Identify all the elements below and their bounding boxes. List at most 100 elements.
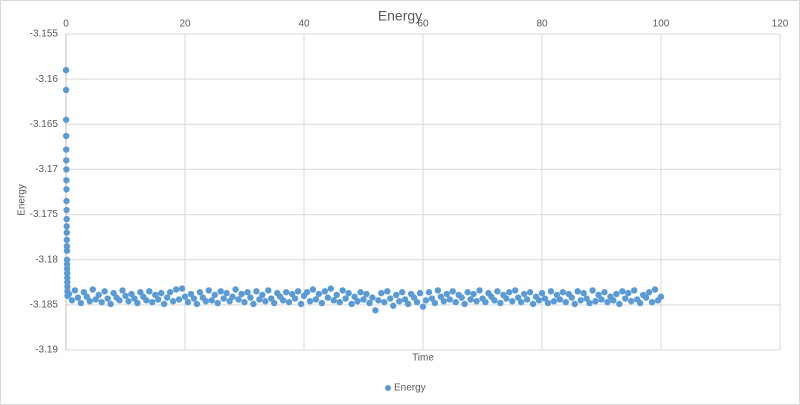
point — [440, 298, 448, 305]
point — [256, 296, 263, 303]
point — [375, 297, 382, 304]
point — [116, 297, 123, 304]
point — [149, 298, 156, 306]
point — [526, 289, 534, 296]
point — [104, 295, 111, 302]
point — [74, 294, 82, 301]
point — [586, 299, 593, 307]
point — [297, 300, 305, 308]
point — [345, 289, 352, 297]
point — [62, 132, 70, 140]
y-tick-label: -3.155 — [30, 29, 59, 40]
point — [580, 289, 587, 297]
point — [128, 290, 135, 298]
point — [64, 274, 71, 281]
y-tick-label: -3.18 — [35, 254, 58, 265]
x-tick-label: 100 — [653, 19, 670, 30]
point — [318, 299, 326, 307]
point — [107, 300, 114, 308]
point — [544, 299, 552, 307]
point — [146, 288, 153, 295]
point — [175, 296, 183, 303]
point — [223, 289, 230, 297]
y-tick-label: -3.165 — [30, 119, 59, 130]
point — [506, 289, 513, 296]
point — [583, 295, 590, 302]
point — [241, 298, 248, 306]
point — [422, 297, 430, 304]
point — [324, 294, 331, 301]
point — [63, 177, 70, 184]
point — [294, 288, 302, 295]
chart-title: Energy — [378, 8, 422, 24]
legend-label: Energy — [394, 383, 426, 394]
point — [80, 289, 88, 296]
point — [642, 294, 650, 301]
point — [259, 291, 266, 299]
point — [110, 289, 117, 297]
point — [83, 293, 91, 300]
point — [131, 295, 138, 302]
point — [282, 289, 290, 296]
point — [363, 290, 370, 298]
point — [598, 296, 605, 303]
point — [64, 279, 71, 286]
point — [467, 296, 474, 303]
point — [63, 265, 71, 272]
point — [143, 297, 150, 304]
point — [604, 298, 611, 306]
point — [636, 299, 644, 307]
point — [279, 297, 287, 304]
point — [574, 288, 581, 295]
point — [119, 287, 126, 294]
point — [553, 291, 561, 299]
y-tick-label: -3.175 — [30, 209, 59, 220]
point — [122, 292, 129, 300]
point — [63, 236, 71, 244]
point — [333, 291, 340, 299]
point — [515, 294, 522, 301]
point — [62, 116, 70, 123]
point — [71, 287, 79, 294]
point — [217, 288, 224, 295]
point — [63, 215, 70, 223]
point — [339, 287, 346, 294]
point — [431, 299, 439, 307]
point — [285, 298, 293, 306]
point — [193, 300, 201, 308]
point — [211, 291, 218, 299]
point — [550, 298, 558, 305]
point — [169, 298, 177, 305]
point — [512, 287, 519, 294]
point — [366, 299, 373, 307]
point — [158, 289, 165, 297]
point — [214, 299, 221, 307]
point — [503, 295, 510, 302]
x-tick-label: 40 — [298, 19, 310, 30]
y-tick-label: -3.19 — [35, 345, 58, 356]
point — [390, 302, 397, 309]
x-tick-label: 120 — [772, 19, 789, 30]
point — [336, 298, 343, 306]
point — [520, 290, 528, 298]
point — [166, 289, 174, 296]
point — [342, 295, 349, 302]
point — [244, 289, 251, 296]
point — [63, 206, 70, 214]
point — [181, 293, 189, 300]
point — [220, 295, 227, 302]
point — [461, 300, 468, 308]
point — [247, 294, 254, 301]
point — [63, 256, 71, 263]
point — [458, 294, 465, 301]
point — [327, 285, 334, 292]
point — [470, 290, 477, 298]
point — [452, 298, 459, 306]
x-tick-label: 80 — [536, 19, 548, 30]
point — [268, 295, 275, 302]
point — [398, 289, 406, 296]
point — [357, 289, 364, 296]
point — [86, 298, 94, 305]
point — [155, 296, 162, 303]
point — [372, 307, 379, 314]
